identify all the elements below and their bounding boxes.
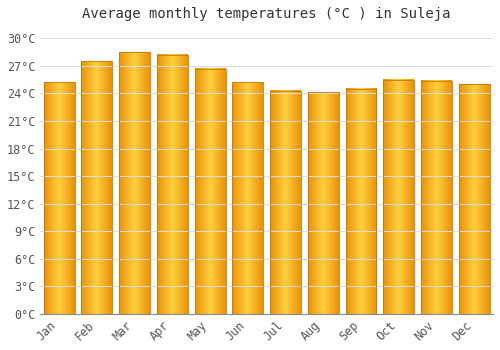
Bar: [421, 80, 452, 314]
Bar: [119, 52, 150, 314]
Bar: [82, 61, 112, 314]
Bar: [458, 84, 490, 314]
Bar: [308, 92, 338, 314]
Bar: [44, 82, 74, 314]
Bar: [194, 69, 226, 314]
Bar: [346, 89, 376, 314]
Bar: [384, 79, 414, 314]
Bar: [157, 55, 188, 314]
Bar: [232, 82, 264, 314]
Bar: [270, 91, 301, 314]
Title: Average monthly temperatures (°C ) in Suleja: Average monthly temperatures (°C ) in Su…: [82, 7, 451, 21]
